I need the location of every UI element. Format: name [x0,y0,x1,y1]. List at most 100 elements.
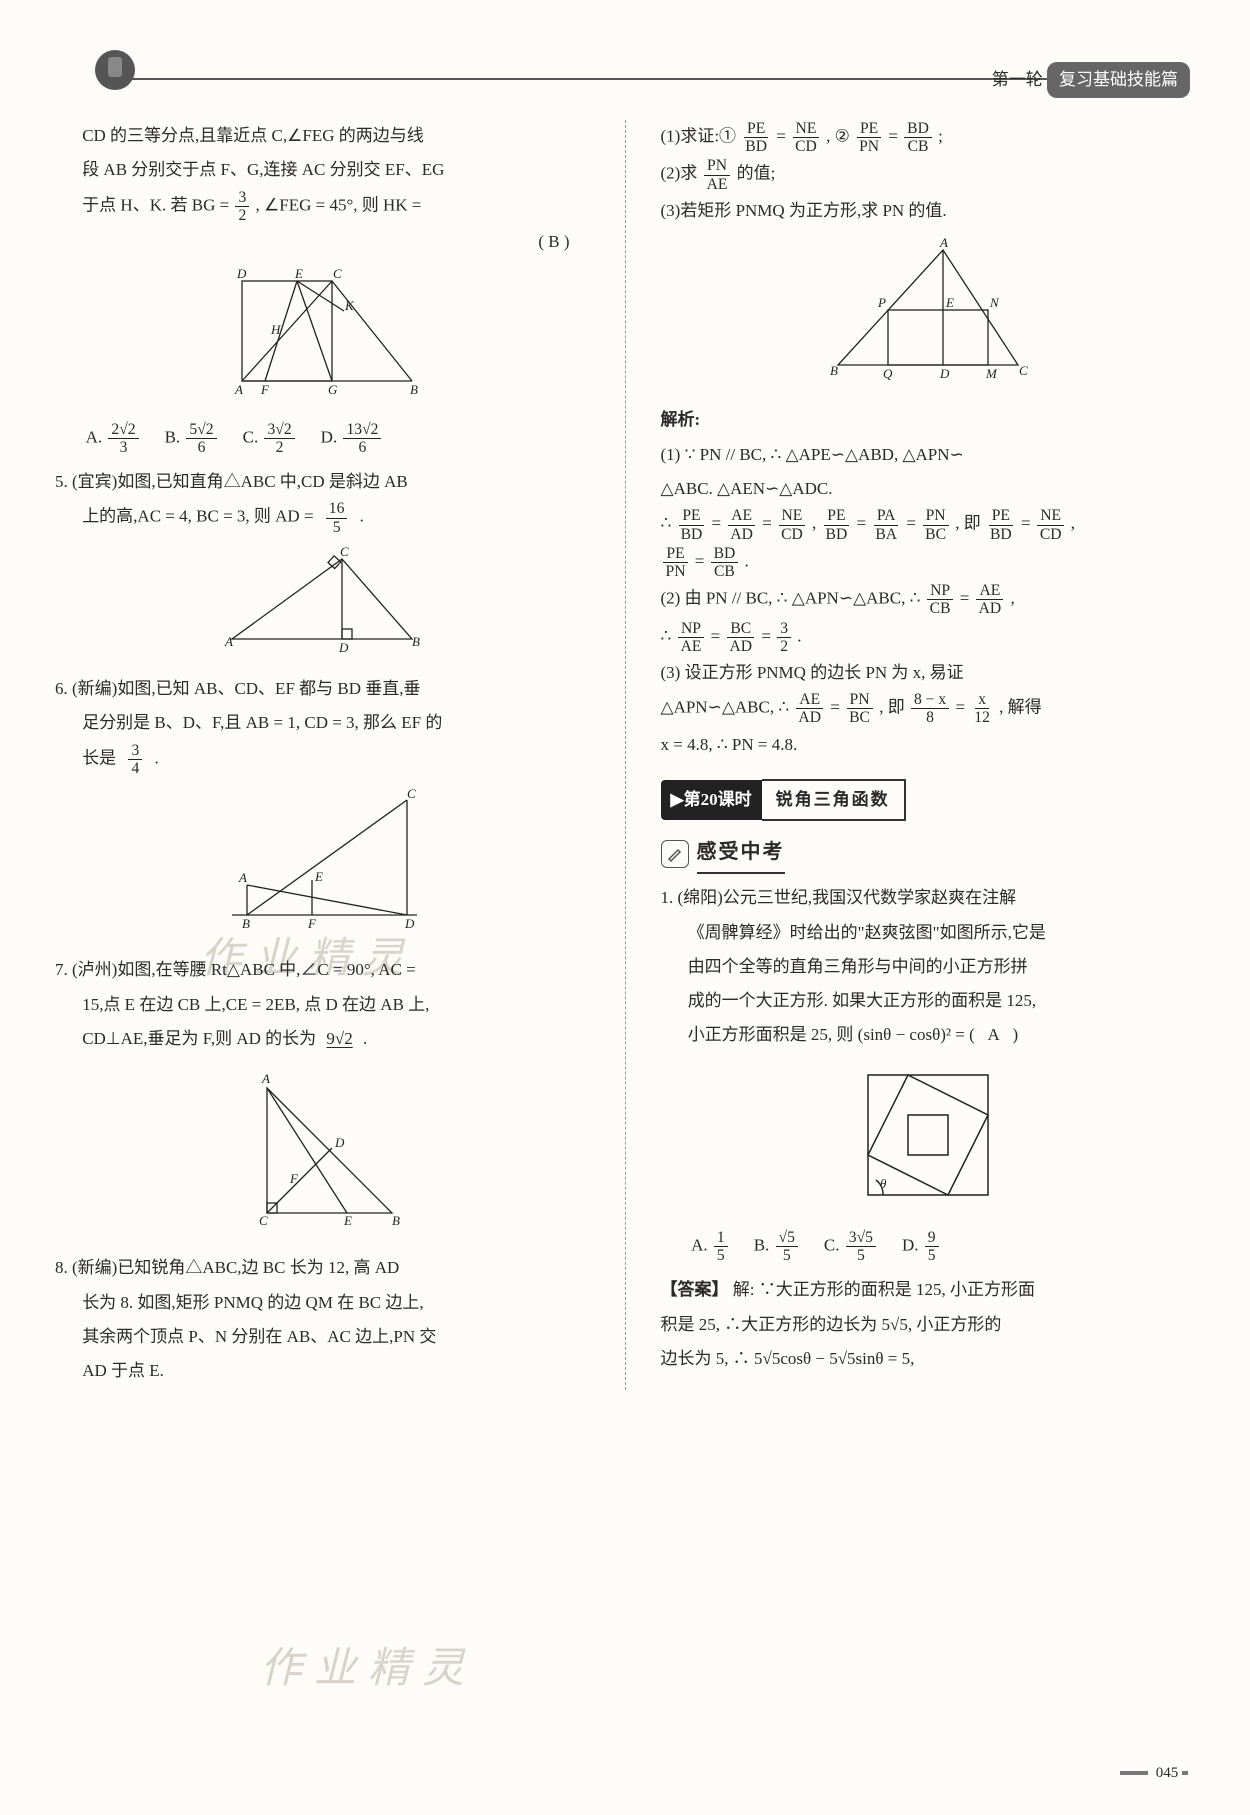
text: , 即 [879,698,909,717]
q1-options: A. 15 B. √55 C. 3√55 D. 95 [661,1229,1196,1264]
lesson-header: ▶ 第20课时 锐角三角函数 [661,779,1196,821]
q1-l2: 《周髀算经》时给出的"赵爽弦图"如图所示,它是 [661,917,1196,949]
lesson-number-badge: ▶ 第20课时 [661,780,762,820]
svg-text:P: P [877,295,886,310]
text: ∴ [661,514,676,533]
text: (2)求 [661,164,702,183]
svg-text:C: C [259,1213,268,1228]
text: ∴ [661,626,676,645]
left-column: CD 的三等分点,且靠近点 C,∠FEG 的两边与线 段 AB 分别交于点 F、… [55,120,590,1390]
option-d: D. 13√26 [321,421,384,456]
svg-text:C: C [1019,363,1028,378]
text: . [363,1029,367,1048]
column-divider [625,120,626,1390]
svg-text:A: A [939,235,948,250]
s1-l4: PEPN = BDCB . [661,545,1196,580]
r-line2: (2)求 PNAE 的值; [661,157,1196,192]
svg-text:θ: θ [880,1176,887,1191]
page-bar-icon [1182,1771,1188,1775]
svg-text:B: B [412,634,420,649]
header-rule [130,78,1100,80]
svg-text:E: E [294,266,303,281]
p4-line1: CD 的三等分点,且靠近点 C,∠FEG 的两边与线 [82,120,589,152]
svg-text:B: B [410,382,418,397]
s3-l2: △APN∽△ABC, ∴ AEAD = PNBC , 即 8 − x8 = x1… [661,691,1196,726]
fraction: PEBD [742,120,770,155]
s1-l3: ∴ PEBD = AEAD = NECD , PEBD = PABA = PNB… [661,507,1196,542]
svg-text:B: B [242,916,250,931]
svg-text:A: A [224,634,233,649]
p6-line1: 6. (新编)如图,已知 AB、CD、EF 都与 BD 垂直,垂 [55,673,590,705]
option-b: B. 5√26 [165,421,219,456]
text: (2) 由 PN // BC, ∴ △APN∽△ABC, ∴ [661,589,925,608]
option-d: D. 95 [902,1229,941,1264]
figure-4: D E C K H A F G B [55,266,590,412]
text: , [1010,589,1014,608]
svg-text:H: H [270,322,281,337]
figure-9: θ [661,1060,1196,1221]
text: . [745,551,749,570]
p5-line2: 上的高,AC = 4, BC = 3, 则 AD = 165 . [55,500,590,535]
p4-line2: 段 AB 分别交于点 F、G,连接 AC 分别交 EF、EG [82,154,589,186]
figure-8: A B C D E M N P Q [661,235,1196,396]
fraction: BDCB [904,120,932,155]
text: , ② [826,127,854,146]
text: ) [1013,1025,1019,1044]
round-label: 第一轮 [992,70,1043,89]
svg-text:N: N [989,295,1000,310]
text: 于点 H、K. 若 BG = [82,195,233,214]
lesson-number: 第20课时 [684,784,752,816]
option-a: A. 15 [691,1229,730,1264]
header-logo-icon [90,45,140,95]
s2-l2: ∴ NPAE = BCAD = 32 . [661,620,1196,655]
svg-text:C: C [333,266,342,281]
svg-text:F: F [289,1171,299,1186]
right-column: (1)求证:① PEBD = NECD , ② PEPN = BDCB ; (2… [661,120,1196,1390]
fraction: PEPN [856,120,882,155]
section-pill: 复习基础技能篇 [1047,62,1190,98]
svg-text:E: E [343,1213,352,1228]
text: ; [938,127,943,146]
svg-text:K: K [344,298,355,313]
s3-l3: x = 4.8, ∴ PN = 4.8. [661,729,1196,761]
q1-l5: 小正方形面积是 25, 则 (sinθ − cosθ)² = ( A ) [661,1019,1196,1051]
s2-l1: (2) 由 PN // BC, ∴ △APN∽△ABC, ∴ NPCB = AE… [661,582,1196,617]
q1-l4: 成的一个大正方形. 如果大正方形的面积是 125, [661,985,1196,1017]
figure-6: A B C D E F [55,785,590,946]
text: . [360,507,364,526]
text: 长是 [82,748,120,767]
p6-answer: 34 [120,748,150,767]
option-c: C. 3√22 [243,421,297,456]
svg-text:D: D [334,1135,345,1150]
p7-line2: 15,点 E 在边 CB 上,CE = 2EB, 点 D 在边 AB 上, [55,989,590,1021]
s3-l1: (3) 设正方形 PNMQ 的边长 PN 为 x, 易证 [661,657,1196,689]
svg-text:D: D [939,366,950,381]
q1-sol-1: 【答案】 解: ∵大正方形的面积是 125, 小正方形面 [661,1274,1196,1306]
p4-line3: 于点 H、K. 若 BG = 32 , ∠FEG = 45°, 则 HK = [82,189,589,224]
svg-text:F: F [260,382,270,397]
watermark: 作业精灵 [260,1630,476,1710]
text: 上的高,AC = 4, BC = 3, 则 AD = [82,507,318,526]
text: , ∠FEG = 45°, 则 HK = [256,195,422,214]
subsection-title: 感受中考 [697,833,785,874]
figure-5: A B C D [55,544,590,665]
text: 的值; [737,164,776,183]
text: , 解得 [999,698,1042,717]
answer-label: 【答案】 [661,1280,729,1299]
text: . [797,626,801,645]
p7-answer: 9√2 [320,1029,358,1048]
text: CD⊥AE,垂足为 F,则 AD 的长为 [82,1029,320,1048]
pencil-icon [661,840,689,868]
svg-text:Q: Q [883,366,893,381]
subsection-header: 感受中考 [661,833,1196,874]
page-bar-icon [1120,1771,1148,1775]
svg-text:M: M [985,366,998,381]
lesson-title: 锐角三角函数 [762,779,906,821]
svg-text:A: A [238,870,247,885]
text: = [888,127,902,146]
q1-sol-3: 边长为 5, ∴ 5√5cosθ − 5√5sinθ = 5, [661,1343,1196,1375]
p6-line2: 足分别是 B、D、F,且 AB = 1, CD = 3, 那么 EF 的 [55,707,590,739]
text: △APN∽△ABC, ∴ [661,698,794,717]
option-a: A. 2√23 [86,421,141,456]
p7-line1: 7. (泸州)如图,在等腰 Rt△ABC 中,∠C = 90°, AC = [55,954,590,986]
